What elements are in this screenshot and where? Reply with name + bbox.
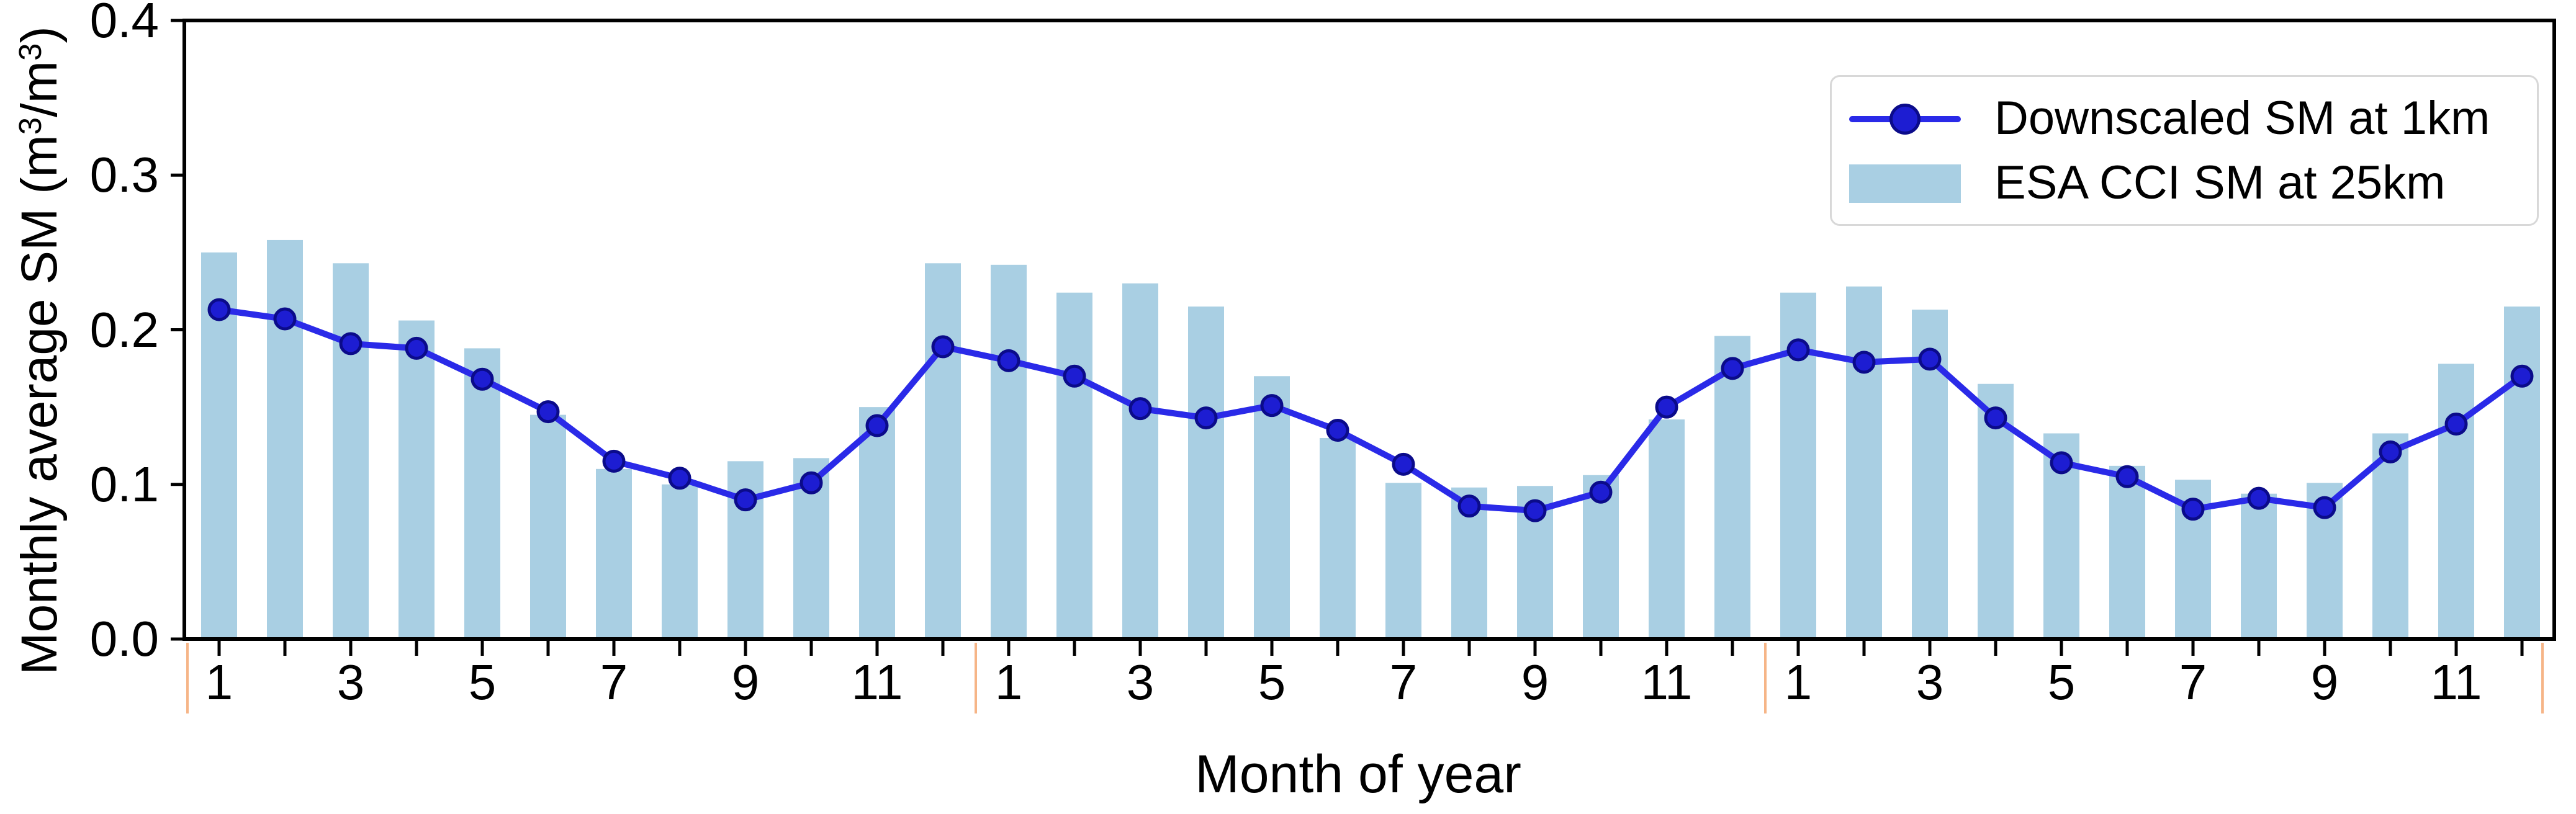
line-point-marker	[339, 332, 363, 356]
x-axis-title: Month of year	[1195, 745, 1521, 804]
bar-esa-cci-sm	[596, 468, 632, 639]
bar-esa-cci-sm	[859, 407, 895, 639]
line-point-marker	[865, 414, 889, 437]
x-tick-label: 1	[1784, 655, 1813, 710]
line-point-marker	[2181, 498, 2205, 521]
y-tick-label: 0.1	[89, 456, 159, 512]
bar-esa-cci-sm	[727, 461, 763, 639]
y-axis-title-superscript: 3	[12, 117, 48, 135]
bar-esa-cci-sm	[2372, 433, 2408, 639]
x-tick-label: 11	[851, 655, 903, 710]
x-tick-label: 7	[1389, 655, 1418, 710]
x-tick-label: 5	[468, 655, 497, 710]
line-point-marker	[1523, 499, 1547, 522]
bar-esa-cci-sm	[1846, 286, 1882, 640]
line-point-marker	[536, 400, 560, 424]
y-axis-title-text: )	[11, 26, 68, 43]
line-point-marker	[1457, 494, 1481, 518]
line-point-marker	[602, 449, 626, 473]
bar-esa-cci-sm	[925, 263, 961, 639]
line-point-marker	[997, 349, 1020, 372]
bar-esa-cci-sm	[2504, 306, 2540, 639]
line-point-marker	[668, 467, 691, 490]
line-point-marker	[1786, 338, 1810, 362]
y-axis-title-text: Monthly average SM (m	[11, 135, 68, 675]
line-point-marker	[2510, 364, 2534, 388]
x-tick-label: 3	[336, 655, 365, 710]
line-point-marker	[1655, 395, 1678, 419]
legend-bar-swatch	[1849, 164, 1961, 203]
line-point-marker	[1918, 347, 1942, 371]
line-point-marker	[1326, 419, 1349, 442]
y-axis-title-superscript: 3	[12, 43, 48, 61]
line-point-marker	[1260, 394, 1284, 418]
line-point-marker	[1194, 406, 1218, 430]
x-tick-label: 5	[2047, 655, 2076, 710]
line-point-marker	[1128, 397, 1152, 421]
x-tick-label: 9	[731, 655, 760, 710]
bar-esa-cci-sm	[267, 239, 303, 639]
line-point-marker	[2050, 451, 2073, 475]
line-point-marker	[1063, 364, 1086, 388]
legend-box: Downscaled SM at 1km ESA CCI SM at 25km	[1830, 75, 2539, 226]
x-tick-label: 5	[1258, 655, 1286, 710]
x-tick-label: 9	[1521, 655, 1549, 710]
x-tick-label: 1	[205, 655, 233, 710]
line-point-marker	[931, 335, 955, 359]
x-tick-label: 11	[2430, 655, 2482, 710]
bar-esa-cci-sm	[1056, 292, 1092, 639]
x-tick-label: 7	[2179, 655, 2207, 710]
line-point-marker	[1589, 480, 1613, 504]
x-tick-label: 3	[1916, 655, 1944, 710]
line-point-marker	[1721, 357, 1744, 380]
legend-entry-downscaled: Downscaled SM at 1km	[1994, 92, 2490, 145]
x-tick-label: 9	[2310, 655, 2339, 710]
bar-esa-cci-sm	[2109, 465, 2145, 639]
line-point-marker	[207, 298, 231, 321]
y-tick-label: 0.2	[89, 302, 159, 357]
bar-esa-cci-sm	[530, 414, 566, 639]
line-point-marker	[1392, 452, 1415, 476]
bar-esa-cci-sm	[2241, 493, 2277, 639]
bar-esa-cci-sm	[662, 484, 698, 639]
bar-esa-cci-sm	[1714, 336, 1750, 639]
line-point-marker	[471, 367, 494, 391]
line-point-marker	[1852, 351, 1876, 374]
bar-esa-cci-sm	[1649, 419, 1685, 639]
x-tick-label: 11	[1641, 655, 1693, 710]
line-point-marker	[2379, 440, 2402, 463]
line-point-marker	[2115, 465, 2139, 488]
bar-esa-cci-sm	[1188, 306, 1224, 639]
y-tick-label: 0.4	[89, 0, 159, 48]
bar-esa-cci-sm	[399, 320, 435, 639]
y-tick-label: 0.3	[89, 147, 159, 203]
line-point-marker	[2313, 496, 2336, 519]
line-point-marker	[273, 307, 297, 331]
line-point-marker	[2444, 413, 2468, 436]
legend-marker-icon	[1889, 104, 1921, 135]
bar-esa-cci-sm	[1122, 283, 1158, 640]
line-downscaled-sm	[216, 306, 2525, 514]
x-tick-label: 1	[994, 655, 1023, 710]
y-axis-title: Monthly average SM (m3/m3)	[11, 26, 69, 674]
bar-esa-cci-sm	[333, 263, 369, 639]
line-point-marker	[799, 471, 823, 494]
bar-esa-cci-sm	[1254, 376, 1290, 639]
line-point-marker	[2247, 486, 2271, 510]
x-tick-label: 7	[600, 655, 628, 710]
line-point-marker	[734, 488, 757, 512]
y-tick-label: 0.0	[89, 611, 159, 666]
x-tick-label: 3	[1126, 655, 1155, 710]
line-point-marker	[1984, 406, 2007, 430]
legend-entry-esa-cci: ESA CCI SM at 25km	[1994, 156, 2446, 209]
line-point-marker	[405, 336, 428, 360]
bar-esa-cci-sm	[2438, 364, 2474, 639]
bar-esa-cci-sm	[1320, 437, 1356, 639]
bar-esa-cci-sm	[464, 348, 500, 639]
bar-esa-cci-sm	[1385, 483, 1421, 639]
bar-esa-cci-sm	[991, 264, 1027, 639]
y-axis-title-text: /m	[11, 60, 68, 117]
